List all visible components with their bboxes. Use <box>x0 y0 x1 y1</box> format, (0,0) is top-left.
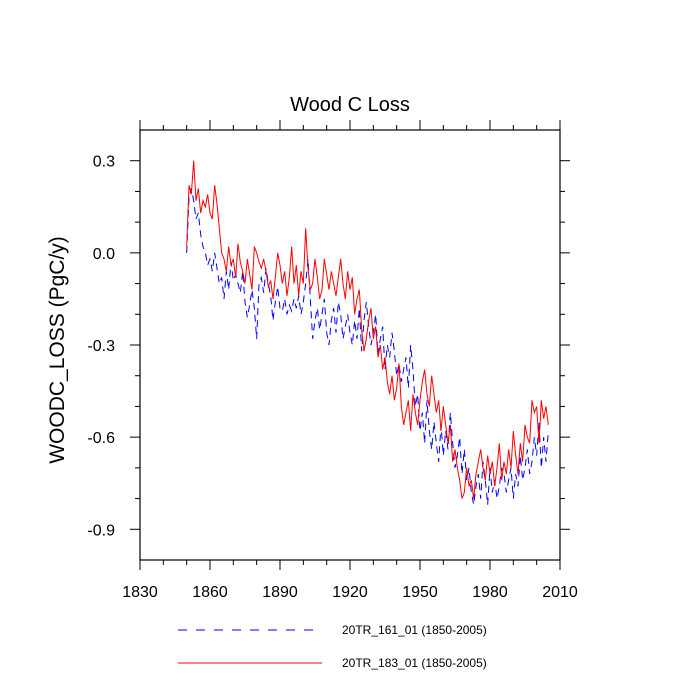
x-tick-label: 2010 <box>542 584 578 601</box>
x-tick-label: 1830 <box>122 584 158 601</box>
x-tick-label: 1920 <box>332 584 368 601</box>
x-tick-label: 1860 <box>192 584 228 601</box>
y-tick-label: -0.6 <box>87 430 115 447</box>
x-tick-label: 1890 <box>262 584 298 601</box>
y-tick-label: -0.3 <box>87 338 115 355</box>
legend-label-1: 20TR_161_01 (1850-2005) <box>342 623 487 637</box>
chart-title: Wood C Loss <box>290 94 410 116</box>
y-tick-label: 0.3 <box>93 154 115 171</box>
series-line-2 <box>186 160 549 499</box>
series-line-1 <box>186 188 549 505</box>
y-tick-label: 0.0 <box>93 246 115 263</box>
x-tick-label: 1950 <box>402 584 438 601</box>
y-tick-label: -0.9 <box>87 522 115 539</box>
legend: 20TR_161_01 (1850-2005) 20TR_183_01 (1850… <box>178 623 487 670</box>
legend-label-2: 20TR_183_01 (1850-2005) <box>342 656 487 670</box>
axis-ticks: 1830 1860 1890 1920 1950 1980 2010 -0.9 -0.6 -0.3… <box>87 120 578 601</box>
series-layer <box>186 160 549 505</box>
y-axis-label: WOODC_LOSS (PgC/y) <box>46 236 69 464</box>
x-tick-label: 1980 <box>472 584 508 601</box>
